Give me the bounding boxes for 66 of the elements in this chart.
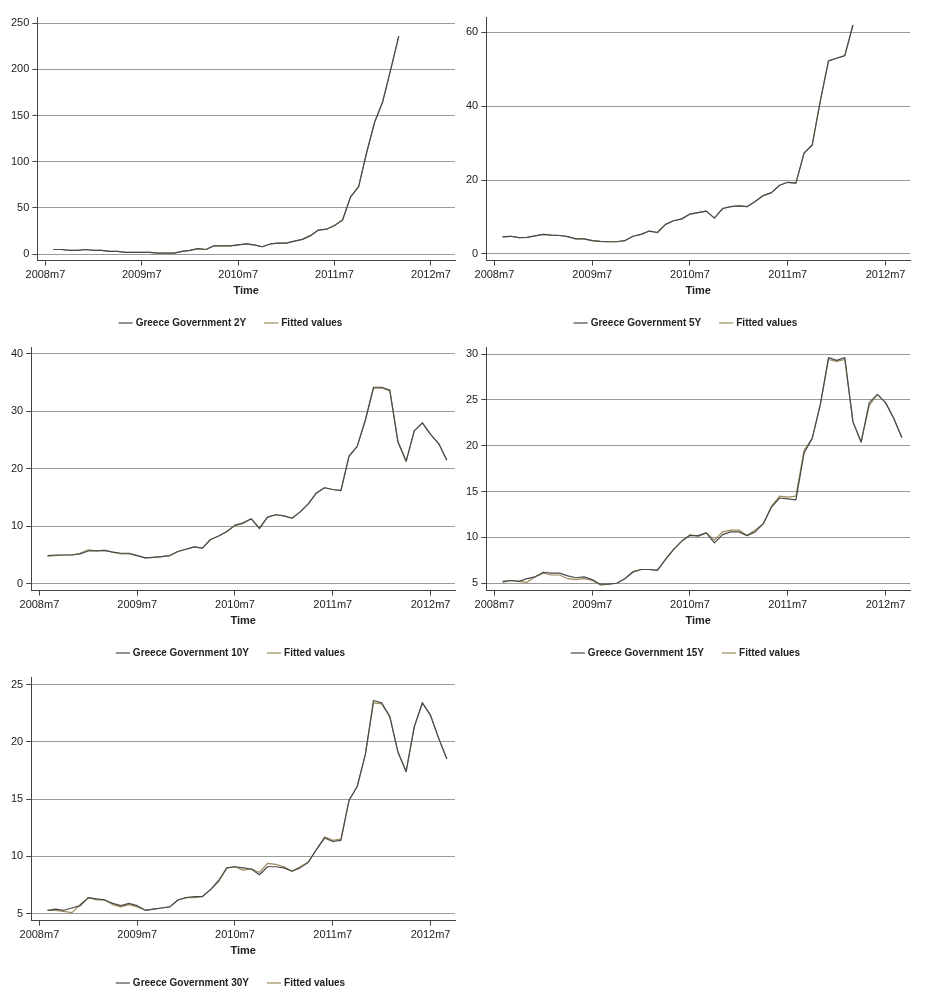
x-tick-label: 2011m7 — [313, 598, 353, 611]
legend-label: Fitted values — [739, 646, 801, 658]
x-tick-label: 2012m7 — [410, 928, 451, 941]
x-tick-label: 2011m7 — [313, 928, 353, 941]
x-axis-title: Time — [230, 614, 256, 627]
x-tick-label: 2011m7 — [768, 598, 808, 611]
y-tick-label: 150 — [10, 108, 30, 121]
x-tick-label: 2008m7 — [474, 598, 515, 611]
x-tick-label: 2010m7 — [215, 598, 255, 611]
x-tick-label: 2008m7 — [474, 268, 515, 281]
y-tick-label: 0 — [472, 246, 479, 259]
x-tick-label: 2009m7 — [117, 598, 158, 611]
y-tick-label: 25 — [465, 392, 479, 405]
x-tick-label: 2012m7 — [411, 268, 451, 281]
legend-label: Fitted values — [284, 646, 346, 658]
y-tick-label: 40 — [10, 346, 24, 359]
x-tick-label: 2011m7 — [315, 268, 354, 281]
x-tick-label: 2009m7 — [572, 268, 613, 281]
x-tick-label: 2009m7 — [121, 268, 162, 281]
y-tick-label: 0 — [17, 576, 24, 589]
legend-label: Greece Government 2Y — [135, 316, 247, 328]
x-axis-title: Time — [685, 284, 711, 297]
x-tick-label: 2012m7 — [410, 598, 451, 611]
y-tick-label: 250 — [10, 16, 30, 29]
legend-label: Greece Government 5Y — [590, 316, 702, 328]
x-axis-title: Time — [230, 944, 256, 957]
x-tick-label: 2009m7 — [117, 928, 158, 941]
x-tick-label: 2010m7 — [670, 598, 710, 611]
legend-label: Greece Government 30Y — [132, 976, 250, 988]
legend-label: Greece Government 10Y — [132, 646, 250, 658]
y-tick-label: 20 — [465, 438, 479, 451]
x-axis-title: Time — [685, 614, 711, 627]
y-tick-label: 20 — [10, 461, 24, 474]
legend-label: Greece Government 15Y — [587, 646, 705, 658]
y-tick-label: 20 — [465, 173, 479, 186]
x-tick-label: 2010m7 — [218, 268, 259, 281]
x-tick-label: 2008m7 — [19, 598, 60, 611]
y-tick-label: 10 — [465, 530, 479, 543]
x-tick-label: 2011m7 — [768, 268, 808, 281]
y-tick-label: 200 — [10, 62, 30, 75]
y-tick-label: 5 — [17, 906, 24, 919]
y-tick-label: 50 — [17, 200, 30, 213]
x-axis-title: Time — [233, 284, 259, 297]
y-tick-label: 30 — [10, 404, 24, 417]
y-tick-label: 100 — [10, 154, 30, 167]
y-tick-label: 15 — [10, 792, 24, 805]
x-tick-label: 2009m7 — [572, 598, 613, 611]
y-tick-label: 10 — [10, 519, 24, 532]
legend-label: Fitted values — [281, 316, 343, 328]
x-tick-label: 2010m7 — [670, 268, 710, 281]
x-tick-label: 2010m7 — [215, 928, 255, 941]
x-tick-label: 2012m7 — [865, 598, 906, 611]
legend-label: Fitted values — [736, 316, 798, 328]
y-tick-label: 5 — [472, 576, 479, 589]
legend-label: Fitted values — [284, 976, 346, 988]
x-tick-label: 2008m7 — [19, 928, 60, 941]
y-tick-label: 20 — [10, 734, 24, 747]
x-tick-label: 2012m7 — [865, 268, 906, 281]
y-tick-label: 60 — [465, 25, 479, 38]
y-tick-label: 40 — [465, 99, 479, 112]
y-tick-label: 0 — [23, 247, 30, 260]
y-tick-label: 25 — [10, 677, 24, 690]
y-tick-label: 30 — [465, 347, 479, 360]
x-tick-label: 2008m7 — [25, 268, 66, 281]
y-tick-label: 10 — [10, 849, 24, 862]
y-tick-label: 15 — [465, 484, 479, 497]
